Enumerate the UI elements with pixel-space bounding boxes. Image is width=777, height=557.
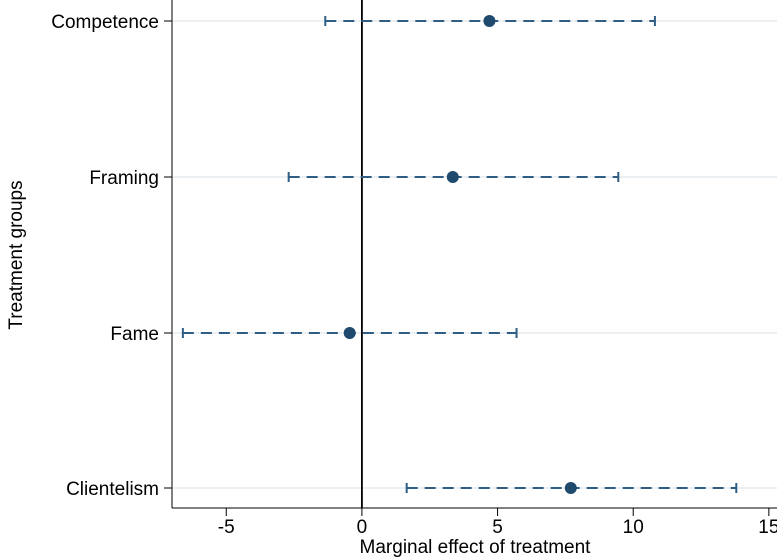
x-tick-label: -5 [218,517,235,538]
x-tick-labels: -5 0 5 10 15 [218,517,777,538]
confidence-intervals [183,16,736,493]
point-estimate [565,482,577,494]
y-tick-labels: Competence Framing Fame Clientelism [51,12,159,500]
x-axis-title: Marginal effect of treatment [360,537,592,557]
x-tick-label: 10 [623,517,644,538]
x-tick-label: 0 [357,517,368,538]
x-tick-label: 5 [492,517,503,538]
grid-lines [172,21,777,488]
axes [164,0,777,516]
y-tick-label: Competence [51,12,159,33]
y-tick-label: Clientelism [66,479,159,500]
y-tick-label: Fame [110,324,159,345]
y-axis-title: Treatment groups [6,180,27,329]
x-tick-label: 15 [758,517,777,538]
point-estimate [344,327,356,339]
y-tick-label: Framing [89,168,159,189]
point-estimates [344,15,577,494]
point-estimate [447,171,459,183]
point-estimate [483,15,495,27]
